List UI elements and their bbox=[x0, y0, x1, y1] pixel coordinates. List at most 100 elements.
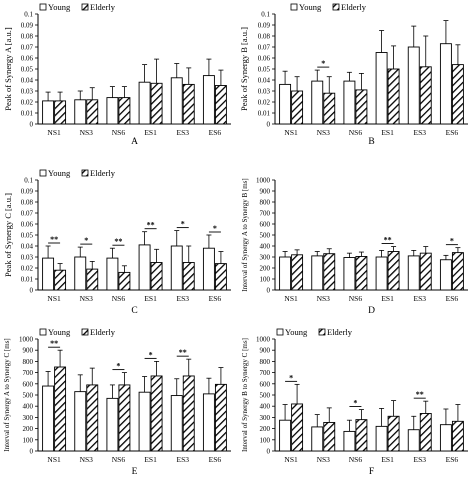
significance-marker: * bbox=[213, 224, 217, 233]
bar-young bbox=[170, 77, 183, 125]
bar-elderly bbox=[182, 83, 195, 125]
panel-label: D bbox=[368, 306, 375, 316]
legend-swatch-elderly bbox=[318, 328, 326, 336]
bar-young bbox=[279, 256, 292, 291]
y-tick-label: 800 bbox=[23, 358, 34, 366]
bar-elderly bbox=[86, 99, 99, 125]
x-tick-label: NS6 bbox=[112, 294, 126, 303]
y-tick-label: 400 bbox=[260, 403, 271, 411]
x-tick-label: NS3 bbox=[317, 294, 331, 303]
bar-young bbox=[311, 255, 324, 291]
panel-label: A bbox=[131, 137, 138, 147]
x-tick-label: NS1 bbox=[284, 455, 298, 464]
bar-elderly bbox=[323, 253, 336, 291]
y-tick-label: 0.08 bbox=[21, 33, 34, 41]
bar-young bbox=[375, 425, 388, 452]
x-tick-label: ES1 bbox=[144, 128, 157, 137]
y-tick-label: 400 bbox=[260, 243, 271, 251]
panel-label: F bbox=[369, 467, 374, 477]
y-tick-label: 300 bbox=[23, 414, 34, 422]
bar-young bbox=[311, 80, 324, 125]
bar-elderly bbox=[150, 375, 163, 452]
y-tick-label: 1000 bbox=[256, 177, 271, 185]
bar-young bbox=[106, 397, 119, 452]
bar-young bbox=[279, 83, 292, 125]
x-tick-label: NS3 bbox=[80, 128, 94, 137]
y-tick-label: 0 bbox=[267, 121, 271, 129]
y-tick-label: 0.08 bbox=[258, 33, 271, 41]
bar-young bbox=[42, 100, 55, 125]
significance-marker: * bbox=[353, 399, 357, 408]
significance-marker: ** bbox=[416, 390, 424, 399]
x-tick-label: NS6 bbox=[112, 128, 126, 137]
y-tick-label: 0.05 bbox=[21, 232, 34, 240]
y-tick-label: 0.07 bbox=[21, 210, 34, 218]
x-tick-label: ES3 bbox=[413, 455, 426, 464]
y-axis-title: Peak of Synergy B [a.u.] bbox=[239, 27, 249, 111]
x-tick-label: ES6 bbox=[209, 128, 222, 137]
legend-swatch-elderly bbox=[81, 328, 89, 336]
bar-young bbox=[407, 255, 420, 291]
y-tick-label: 0.04 bbox=[258, 77, 271, 85]
chart-panel-f: 0 100 200 300 400 500 600 700 800 900 1000 Interval… bbox=[241, 327, 468, 477]
significance-marker: ** bbox=[179, 348, 187, 357]
y-tick-label: 0.06 bbox=[21, 55, 34, 63]
y-tick-label: 100 bbox=[23, 436, 34, 444]
bar-elderly bbox=[118, 384, 131, 452]
y-tick-label: 700 bbox=[260, 210, 271, 218]
bar-elderly bbox=[54, 100, 67, 125]
bar-young bbox=[311, 426, 324, 452]
bar-young bbox=[42, 257, 55, 291]
bar-young bbox=[74, 99, 87, 125]
legend-label-young: Young bbox=[48, 168, 71, 178]
bar-young bbox=[170, 245, 183, 291]
bar-young bbox=[375, 52, 388, 125]
y-tick-label: 600 bbox=[260, 380, 271, 388]
y-tick-label: 300 bbox=[260, 414, 271, 422]
y-tick-label: 0.01 bbox=[258, 110, 271, 118]
x-tick-label: ES1 bbox=[381, 294, 394, 303]
x-tick-label: ES1 bbox=[144, 294, 157, 303]
y-tick-label: 400 bbox=[23, 403, 34, 411]
y-tick-label: 500 bbox=[260, 232, 271, 240]
y-tick-label: 0.01 bbox=[21, 276, 34, 284]
y-tick-label: 0.09 bbox=[258, 22, 271, 30]
legend-label-young: Young bbox=[48, 327, 71, 337]
y-tick-label: 500 bbox=[23, 392, 34, 400]
y-tick-label: 0.09 bbox=[21, 22, 34, 30]
significance-marker: ** bbox=[384, 236, 392, 245]
legend-swatch-elderly bbox=[81, 169, 89, 177]
significance-marker: * bbox=[289, 373, 293, 382]
y-tick-label: 0.04 bbox=[21, 243, 34, 251]
y-tick-label: 0.01 bbox=[21, 110, 34, 118]
panel-label: B bbox=[368, 137, 374, 147]
bar-elderly bbox=[419, 66, 432, 125]
y-tick-label: 0.08 bbox=[21, 199, 34, 207]
legend-label-elderly: Elderly bbox=[90, 327, 116, 337]
y-tick-label: 800 bbox=[260, 199, 271, 207]
chart-panel-c: 0 0.01 0.02 0.03 0.04 0.05 0.06 0.07 0.08 0.09 0.1… bbox=[3, 168, 231, 316]
legend-swatch-young bbox=[39, 169, 47, 177]
y-tick-label: 0 bbox=[30, 287, 34, 295]
bar-young bbox=[42, 385, 55, 452]
bar-elderly bbox=[387, 68, 400, 125]
bar-young bbox=[106, 97, 119, 125]
chart-panel-d: 0 100 200 300 400 500 600 700 800 900 1000 Interval… bbox=[241, 177, 468, 316]
y-tick-label: 900 bbox=[260, 347, 271, 355]
chart-panel-e: 0 100 200 300 400 500 600 700 800 900 1000 Interval… bbox=[3, 327, 231, 477]
x-tick-label: ES3 bbox=[176, 455, 189, 464]
x-tick-label: NS1 bbox=[47, 128, 61, 137]
y-tick-label: 0 bbox=[30, 448, 34, 456]
bar-elderly bbox=[86, 384, 99, 452]
bar-elderly bbox=[150, 82, 163, 125]
chart-panel-b: 0 0.01 0.02 0.03 0.04 0.05 0.06 0.07 0.08 0.09 0.1… bbox=[239, 2, 468, 147]
y-tick-label: 0.02 bbox=[21, 99, 34, 107]
x-tick-label: NS3 bbox=[80, 455, 94, 464]
significance-marker: ** bbox=[147, 221, 155, 230]
x-tick-label: ES3 bbox=[413, 128, 426, 137]
bar-elderly bbox=[291, 403, 304, 452]
y-tick-label: 0.03 bbox=[258, 88, 271, 96]
legend-label-elderly: Elderly bbox=[327, 327, 353, 337]
x-tick-label: NS3 bbox=[317, 455, 331, 464]
